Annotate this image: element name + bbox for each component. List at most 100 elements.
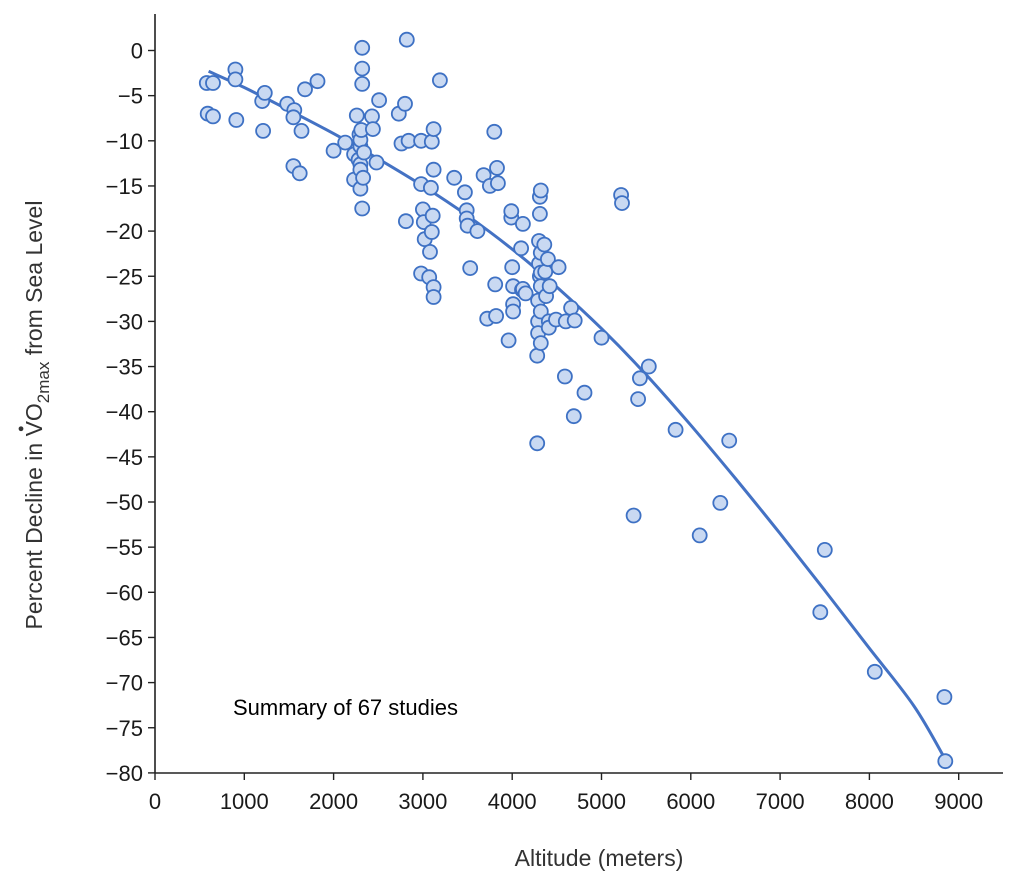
data-point bbox=[540, 251, 556, 268]
x-tick-label: 1000 bbox=[220, 789, 269, 814]
data-point bbox=[937, 753, 954, 770]
data-point bbox=[446, 169, 463, 186]
data-point bbox=[397, 95, 413, 112]
v-dot-accent bbox=[18, 426, 24, 432]
data-point bbox=[513, 240, 529, 257]
data-point bbox=[504, 259, 521, 276]
y-axis-title-subscript: 2max bbox=[34, 361, 53, 403]
x-tick-label: 4000 bbox=[488, 789, 537, 814]
data-point bbox=[500, 332, 517, 349]
data-point bbox=[354, 60, 371, 77]
data-point bbox=[593, 329, 610, 346]
data-point bbox=[632, 370, 648, 387]
y-tick-label: −60 bbox=[106, 580, 143, 605]
x-tick-label: 8000 bbox=[845, 789, 894, 814]
data-point bbox=[515, 215, 531, 232]
data-point bbox=[255, 122, 272, 139]
data-point bbox=[721, 432, 738, 449]
data-point bbox=[423, 133, 440, 150]
y-tick-label: −50 bbox=[106, 490, 143, 515]
data-point bbox=[431, 72, 448, 89]
y-tick-label: −40 bbox=[106, 400, 143, 425]
data-point bbox=[812, 604, 829, 621]
y-tick-label: −65 bbox=[106, 625, 143, 650]
data-point bbox=[816, 542, 833, 558]
y-tick-label: −30 bbox=[106, 309, 143, 334]
data-point bbox=[614, 195, 630, 212]
data-point bbox=[625, 507, 642, 524]
data-point bbox=[456, 184, 473, 201]
data-point bbox=[667, 421, 684, 438]
x-axis-title: Altitude (meters) bbox=[515, 845, 684, 871]
y-tick-label: −70 bbox=[106, 671, 143, 696]
data-point bbox=[227, 71, 244, 88]
data-point bbox=[550, 259, 567, 276]
data-point bbox=[557, 368, 573, 385]
data-point bbox=[205, 75, 221, 91]
data-point bbox=[640, 358, 657, 375]
data-point bbox=[423, 224, 440, 240]
data-point bbox=[532, 205, 548, 222]
x-tick-label: 0 bbox=[149, 789, 161, 814]
data-point bbox=[630, 391, 646, 408]
data-point bbox=[354, 76, 371, 92]
chart-annotation: Summary of 67 studies bbox=[233, 695, 458, 720]
data-point bbox=[297, 81, 313, 98]
data-point bbox=[205, 108, 221, 125]
data-point bbox=[256, 85, 273, 101]
y-axis-title: Percent Decline in VO2max from Sea Level bbox=[21, 201, 53, 630]
data-point bbox=[487, 276, 504, 293]
data-point bbox=[691, 527, 708, 544]
x-tick-label: 3000 bbox=[398, 789, 447, 814]
data-point bbox=[866, 663, 883, 680]
data-point bbox=[489, 159, 505, 176]
data-point bbox=[228, 112, 245, 128]
data-point bbox=[425, 161, 442, 178]
data-point bbox=[565, 408, 582, 425]
data-point bbox=[325, 142, 342, 159]
data-point bbox=[355, 169, 372, 186]
data-point bbox=[348, 107, 365, 124]
data-point bbox=[425, 121, 442, 138]
y-axis-title-suffix: from Sea Level bbox=[21, 201, 47, 362]
x-tick-label: 7000 bbox=[756, 789, 805, 814]
y-tick-label: −45 bbox=[106, 445, 143, 470]
data-point bbox=[536, 236, 553, 253]
data-point bbox=[293, 122, 310, 139]
data-point bbox=[576, 384, 593, 401]
data-point bbox=[285, 109, 302, 126]
y-tick-label: 0 bbox=[131, 39, 143, 64]
data-point bbox=[422, 179, 439, 196]
data-point bbox=[469, 223, 486, 240]
y-tick-label: −80 bbox=[106, 761, 143, 786]
data-point bbox=[537, 263, 554, 280]
data-point bbox=[541, 278, 558, 295]
x-tick-label: 9000 bbox=[934, 789, 983, 814]
y-tick-label: −15 bbox=[106, 174, 143, 199]
x-tick-label: 2000 bbox=[309, 789, 358, 814]
data-point bbox=[424, 207, 441, 224]
data-point bbox=[517, 285, 534, 302]
data-point bbox=[936, 689, 953, 705]
data-point bbox=[337, 134, 354, 151]
data-point bbox=[356, 144, 372, 161]
y-axis-title-v: V bbox=[21, 420, 47, 436]
y-tick-label: −5 bbox=[118, 84, 143, 109]
data-point bbox=[532, 335, 549, 352]
data-point bbox=[309, 73, 326, 90]
data-point bbox=[354, 39, 371, 56]
y-axis-ticks: 0 −5 −10 −15 −20 −25 −30 −35 −40 −45 −50 −55 −60 −65 −… bbox=[106, 39, 155, 786]
y-tick-label: −25 bbox=[106, 264, 143, 289]
data-point bbox=[712, 494, 729, 511]
data-point bbox=[398, 31, 415, 48]
y-tick-label: −10 bbox=[106, 129, 143, 154]
data-point bbox=[529, 435, 546, 452]
y-tick-label: −55 bbox=[106, 535, 143, 560]
data-point bbox=[462, 260, 479, 277]
y-axis-title-prefix: Percent Decline in bbox=[21, 436, 47, 629]
data-point bbox=[566, 312, 583, 329]
data-point bbox=[371, 92, 388, 109]
y-axis-title-o: O bbox=[21, 403, 47, 421]
data-point bbox=[488, 308, 505, 324]
